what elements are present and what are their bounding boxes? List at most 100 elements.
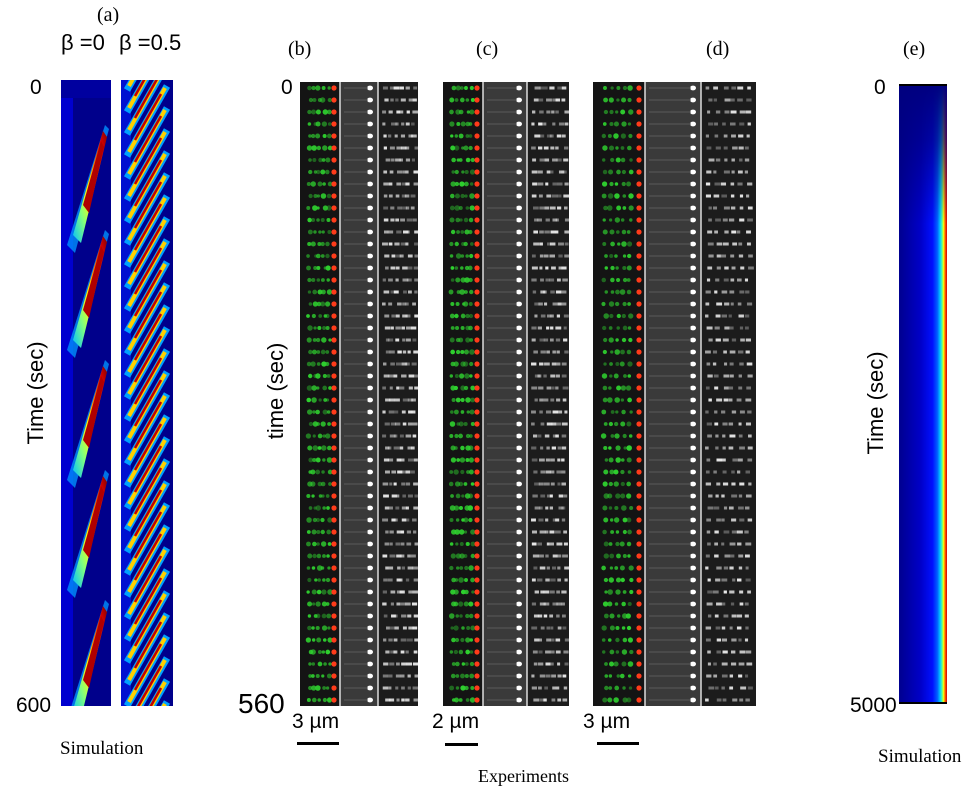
green-spot	[307, 553, 313, 559]
green-spot	[464, 265, 470, 271]
speckle	[705, 182, 711, 186]
green-spot	[470, 625, 476, 631]
speckle	[389, 350, 395, 354]
green-spot	[325, 398, 330, 402]
red-tip-spot	[636, 505, 642, 511]
green-spot	[313, 230, 317, 234]
green-spot	[316, 542, 320, 546]
speckle	[715, 338, 721, 342]
speckle	[563, 326, 567, 330]
green-spot	[468, 134, 473, 138]
green-spot	[454, 193, 460, 199]
speckle	[540, 350, 546, 354]
panel-label-a: (a)	[97, 4, 120, 26]
speckle	[539, 86, 544, 90]
speckle	[562, 386, 569, 390]
tip-spot	[367, 97, 373, 103]
tip-spot	[690, 601, 696, 607]
green-spot	[622, 686, 626, 690]
green-spot	[308, 349, 313, 355]
red-tip-spot	[636, 157, 642, 163]
green-spot	[455, 109, 461, 115]
green-spot	[622, 554, 627, 558]
speckle	[544, 302, 548, 306]
speckle	[737, 350, 744, 354]
speckle	[556, 398, 561, 402]
speckle	[397, 206, 403, 210]
green-spot	[449, 685, 455, 691]
speckle	[534, 314, 538, 318]
speckle	[390, 650, 396, 654]
green-spot	[328, 662, 332, 666]
red-tip-spot	[331, 229, 337, 235]
red-tip-spot	[636, 445, 642, 451]
speckle	[551, 698, 556, 702]
speckle	[400, 530, 405, 534]
speckle	[550, 482, 555, 486]
tip-spot	[690, 181, 696, 187]
red-tip-spot	[474, 649, 480, 655]
red-tip-spot	[474, 373, 480, 379]
tip-spot	[516, 613, 522, 619]
green-spot	[306, 254, 310, 258]
speckle	[531, 170, 538, 174]
green-spot	[315, 337, 321, 343]
speckle	[539, 698, 544, 702]
simulation-stripe	[123, 260, 171, 334]
red-tip-spot	[331, 181, 337, 187]
green-spot	[449, 505, 456, 511]
speckle	[708, 398, 712, 402]
green-spot	[602, 349, 607, 355]
speckle	[564, 242, 569, 246]
green-spot	[325, 686, 330, 690]
speckle	[407, 254, 413, 258]
green-spot	[469, 661, 475, 667]
red-tip-spot	[474, 397, 480, 403]
green-spot	[620, 133, 627, 139]
green-spot	[449, 542, 454, 546]
tip-spot	[516, 445, 522, 451]
speckle	[736, 530, 743, 534]
green-spot	[454, 313, 459, 319]
green-spot	[310, 181, 316, 187]
tip-spot	[690, 661, 696, 667]
speckle	[551, 362, 557, 366]
speckle	[738, 638, 742, 642]
tip-spot	[516, 385, 522, 391]
speckle	[729, 290, 735, 294]
green-spot	[616, 674, 620, 678]
speckle	[731, 494, 738, 498]
speckle	[405, 242, 409, 246]
green-spot	[622, 590, 627, 594]
speckle	[744, 530, 749, 534]
speckle	[707, 374, 713, 378]
tip-spot	[690, 625, 696, 631]
speckle	[383, 134, 387, 138]
speckle	[552, 218, 557, 222]
speckle	[406, 110, 410, 114]
green-spot	[603, 362, 607, 366]
beta-half-label: β =0.5	[119, 30, 182, 55]
green-spot	[470, 97, 475, 103]
green-spot	[464, 685, 469, 691]
tip-spot	[690, 613, 696, 619]
speckle	[401, 326, 405, 330]
speckle	[405, 302, 409, 306]
green-spot	[308, 685, 313, 691]
speckle	[731, 134, 736, 138]
simulation-stripe	[123, 590, 171, 664]
speckle	[556, 410, 563, 414]
green-spot	[463, 217, 469, 223]
speckle	[558, 506, 564, 510]
green-spot	[453, 361, 459, 367]
red-tip-spot	[331, 529, 337, 535]
speckle	[533, 98, 539, 102]
speckle	[414, 146, 418, 150]
green-spot	[326, 205, 332, 211]
green-spot	[613, 661, 619, 667]
speckle	[397, 350, 402, 354]
speckle	[395, 266, 400, 270]
speckle	[737, 182, 743, 186]
green-spot	[454, 481, 461, 487]
red-tip-spot	[331, 541, 337, 547]
